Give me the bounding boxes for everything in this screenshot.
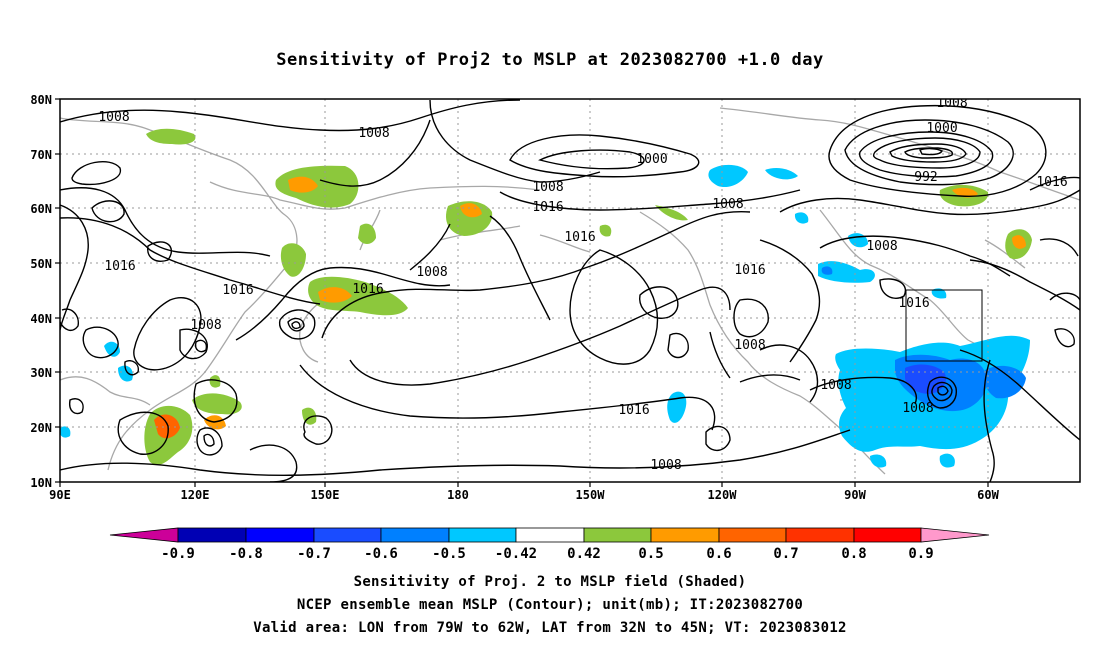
colorbar-label: -0.42 (495, 546, 537, 562)
colorbar-label: -0.5 (432, 546, 466, 562)
lat-label: 40N (30, 312, 52, 326)
longitude-labels: 90E 120E 150E 180 150W 120W 90W 60W (49, 488, 999, 502)
colorbar-low-arrow (109, 527, 179, 543)
caption-valid-area: Valid area: LON from 79W to 62W, LAT fro… (253, 620, 847, 636)
contour-label: 1008 (712, 197, 743, 212)
colorbar: -0.9 -0.8 -0.7 -0.6 -0.5 -0.42 0.42 0.5 … (109, 527, 990, 562)
contour-label: 1016 (564, 230, 595, 245)
colorbar-bin (853, 527, 922, 543)
colorbar-bin (177, 527, 247, 543)
colorbar-bin (448, 527, 517, 543)
colorbar-label: 0.6 (706, 546, 731, 562)
colorbar-label: 0.7 (773, 546, 798, 562)
colorbar-bin (380, 527, 450, 543)
colorbar-bin (583, 527, 652, 543)
contour-label: 1016 (618, 403, 649, 418)
caption-contour: NCEP ensemble mean MSLP (Contour); unit(… (296, 597, 804, 613)
lat-label: 50N (30, 257, 52, 271)
latitude-labels: 80N 70N 60N 50N 40N 30N 20N 10N (30, 93, 52, 490)
colorbar-high-arrow (920, 527, 990, 543)
contour-label: 1016 (898, 296, 929, 311)
contour-label: 1016 (222, 283, 253, 298)
colorbar-label: -0.9 (161, 546, 195, 562)
contour-label: 1008 (734, 338, 765, 353)
contour-label: 1008 (416, 265, 447, 280)
lat-label: 80N (30, 93, 52, 107)
positive-sensitivity-shading (144, 128, 1032, 465)
lat-label: 70N (30, 148, 52, 162)
contour-label: 1008 (190, 318, 221, 333)
contour-label: 1016 (734, 263, 765, 278)
contour-label: 1008 (902, 401, 933, 416)
colorbar-bin (515, 527, 585, 543)
lon-label: 90W (844, 488, 866, 502)
colorbar-bin (718, 527, 787, 543)
lon-label: 60W (977, 488, 999, 502)
lon-label: 120E (181, 488, 210, 502)
map-title: Sensitivity of Proj2 to MSLP at 20230827… (276, 50, 824, 70)
colorbar-label: 0.9 (908, 546, 933, 562)
lat-label: 30N (30, 366, 52, 380)
contour-label: 1008 (358, 126, 389, 141)
contour-label: 1008 (98, 110, 129, 125)
colorbar-bin (313, 527, 382, 543)
caption-shading: Sensitivity of Proj. 2 to MSLP field (Sh… (353, 574, 747, 590)
mslp-contours (60, 99, 1080, 482)
colorbar-label: -0.7 (297, 546, 331, 562)
contour-label: 1000 (636, 152, 667, 167)
plot-area: 1008 1008 1016 1016 1008 1016 1008 1016 … (60, 96, 1080, 482)
contour-label: 1016 (1036, 175, 1067, 190)
plot-frame (59, 98, 1081, 483)
contour-label: 1016 (352, 282, 383, 297)
colorbar-label: 0.8 (841, 546, 866, 562)
valid-area-box (905, 289, 983, 362)
contour-label: 1008 (532, 180, 563, 195)
contour-label: 992 (914, 170, 937, 185)
lon-label: 90E (49, 488, 71, 502)
colorbar-bin (650, 527, 720, 543)
colorbar-label: -0.8 (229, 546, 263, 562)
contour-label: 1016 (532, 200, 563, 215)
colorbar-bin (245, 527, 315, 543)
colorbar-label: -0.6 (364, 546, 398, 562)
colorbar-label: 0.5 (638, 546, 663, 562)
lat-label: 60N (30, 202, 52, 216)
colorbar-bin (785, 527, 855, 543)
contour-labels: 1008 1008 1016 1016 1008 1016 1008 1016 … (98, 96, 1067, 473)
contour-label: 1016 (104, 259, 135, 274)
contour-label: 1008 (936, 96, 967, 111)
lat-label: 20N (30, 421, 52, 435)
lon-label: 150E (311, 488, 340, 502)
lon-label: 180 (447, 488, 469, 502)
contour-label: 1008 (866, 239, 897, 254)
contour-label: 1008 (650, 458, 681, 473)
colorbar-label: 0.42 (567, 546, 601, 562)
lat-label: 10N (30, 476, 52, 490)
lon-label: 150W (576, 488, 606, 502)
contour-label: 1008 (820, 378, 851, 393)
contour-label: 1000 (926, 121, 957, 136)
axis-ticks (55, 98, 989, 487)
lon-label: 120W (708, 488, 738, 502)
